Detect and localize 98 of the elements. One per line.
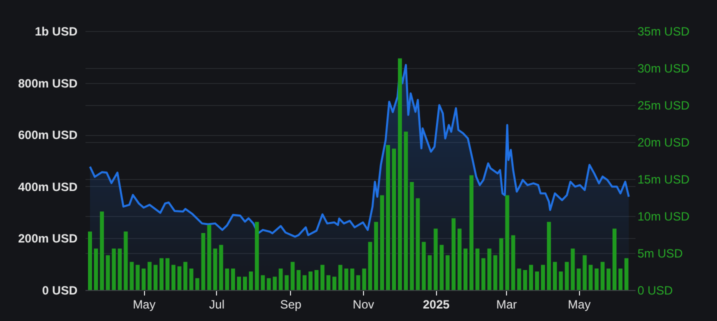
bar xyxy=(535,272,540,290)
y2-tick-label: 15m USD xyxy=(638,172,690,186)
bar xyxy=(523,270,528,290)
bar xyxy=(266,278,271,290)
x-tick-label: Nov xyxy=(352,298,374,312)
x-tick-label: Sep xyxy=(280,298,302,312)
y-tick-label: 200m USD xyxy=(18,232,78,246)
y2-tick-label: 30m USD xyxy=(638,62,690,76)
bar xyxy=(594,268,599,290)
y-tick-label: 600m USD xyxy=(18,128,78,142)
bar xyxy=(624,258,628,290)
bar xyxy=(88,232,92,290)
bar xyxy=(540,264,545,290)
bar xyxy=(612,228,617,290)
y2-tick-label: 5m USD xyxy=(638,246,684,260)
bar xyxy=(398,58,402,290)
bar xyxy=(100,212,104,290)
bar xyxy=(154,264,158,290)
bar xyxy=(112,248,116,290)
x-tick-label: Mar xyxy=(496,298,517,312)
bar xyxy=(362,268,366,290)
x-tick-label: May xyxy=(568,298,591,312)
y2-tick-label: 0 USD xyxy=(638,284,674,298)
bar xyxy=(487,248,492,290)
y-tick-label: 1b USD xyxy=(34,24,78,38)
x-tick-label: May xyxy=(132,298,156,312)
bar xyxy=(326,275,330,290)
bar xyxy=(511,235,516,290)
bar xyxy=(248,272,253,290)
bar xyxy=(308,272,313,290)
y-tick-label: 800m USD xyxy=(18,76,78,90)
bar xyxy=(213,248,218,290)
bar xyxy=(458,228,462,290)
bar xyxy=(237,276,242,290)
bar xyxy=(260,275,265,290)
bar xyxy=(386,144,390,290)
bar xyxy=(231,268,236,290)
bar xyxy=(410,182,414,290)
bar xyxy=(225,268,230,290)
bar xyxy=(475,248,480,290)
bar xyxy=(434,228,438,290)
bar xyxy=(392,148,396,290)
bar xyxy=(254,222,259,290)
bar xyxy=(160,258,164,290)
x-tick-label: Jul xyxy=(209,298,225,312)
bar xyxy=(284,275,289,290)
bar xyxy=(338,264,342,290)
bar xyxy=(177,266,182,290)
bar xyxy=(600,262,605,290)
bar xyxy=(374,222,378,290)
bar xyxy=(148,262,152,290)
bar xyxy=(207,224,212,290)
bar xyxy=(404,132,408,290)
bar xyxy=(332,276,336,290)
bar xyxy=(118,248,122,290)
y2-tick-label: 10m USD xyxy=(638,210,690,224)
bar xyxy=(446,255,450,290)
bar xyxy=(517,268,522,290)
bar xyxy=(302,275,307,290)
bar xyxy=(606,268,611,290)
bar xyxy=(136,264,140,290)
bar xyxy=(368,242,372,290)
bar xyxy=(290,262,295,290)
bar xyxy=(344,268,348,290)
bar xyxy=(320,264,324,290)
bar xyxy=(493,255,498,290)
x-tick-label: 2025 xyxy=(422,298,450,312)
bar xyxy=(529,264,534,290)
y2-tick-label: 35m USD xyxy=(638,24,690,38)
bar xyxy=(582,255,587,290)
bar xyxy=(416,198,420,290)
bar xyxy=(165,258,170,290)
bar xyxy=(469,175,474,290)
bar xyxy=(552,262,557,290)
bar xyxy=(296,270,301,290)
bar xyxy=(314,270,318,290)
bar xyxy=(189,268,194,290)
bar xyxy=(452,218,456,290)
bar xyxy=(463,248,468,290)
bar xyxy=(588,264,593,290)
y2-tick-label: 20m USD xyxy=(638,136,690,150)
bar xyxy=(94,248,98,290)
bar xyxy=(106,255,110,290)
bar xyxy=(380,195,384,290)
y2-tick-label: 25m USD xyxy=(638,98,690,112)
y-tick-label: 400m USD xyxy=(18,180,78,194)
bar xyxy=(142,268,146,290)
bar xyxy=(481,258,486,290)
bar xyxy=(242,276,247,290)
bar xyxy=(564,262,569,290)
bar xyxy=(558,272,563,290)
bar xyxy=(618,268,622,290)
bar xyxy=(171,264,176,290)
y-tick-label: 0 USD xyxy=(42,284,78,298)
bar xyxy=(183,262,188,290)
bar xyxy=(219,244,224,290)
bar xyxy=(546,222,551,290)
bar xyxy=(440,244,444,290)
